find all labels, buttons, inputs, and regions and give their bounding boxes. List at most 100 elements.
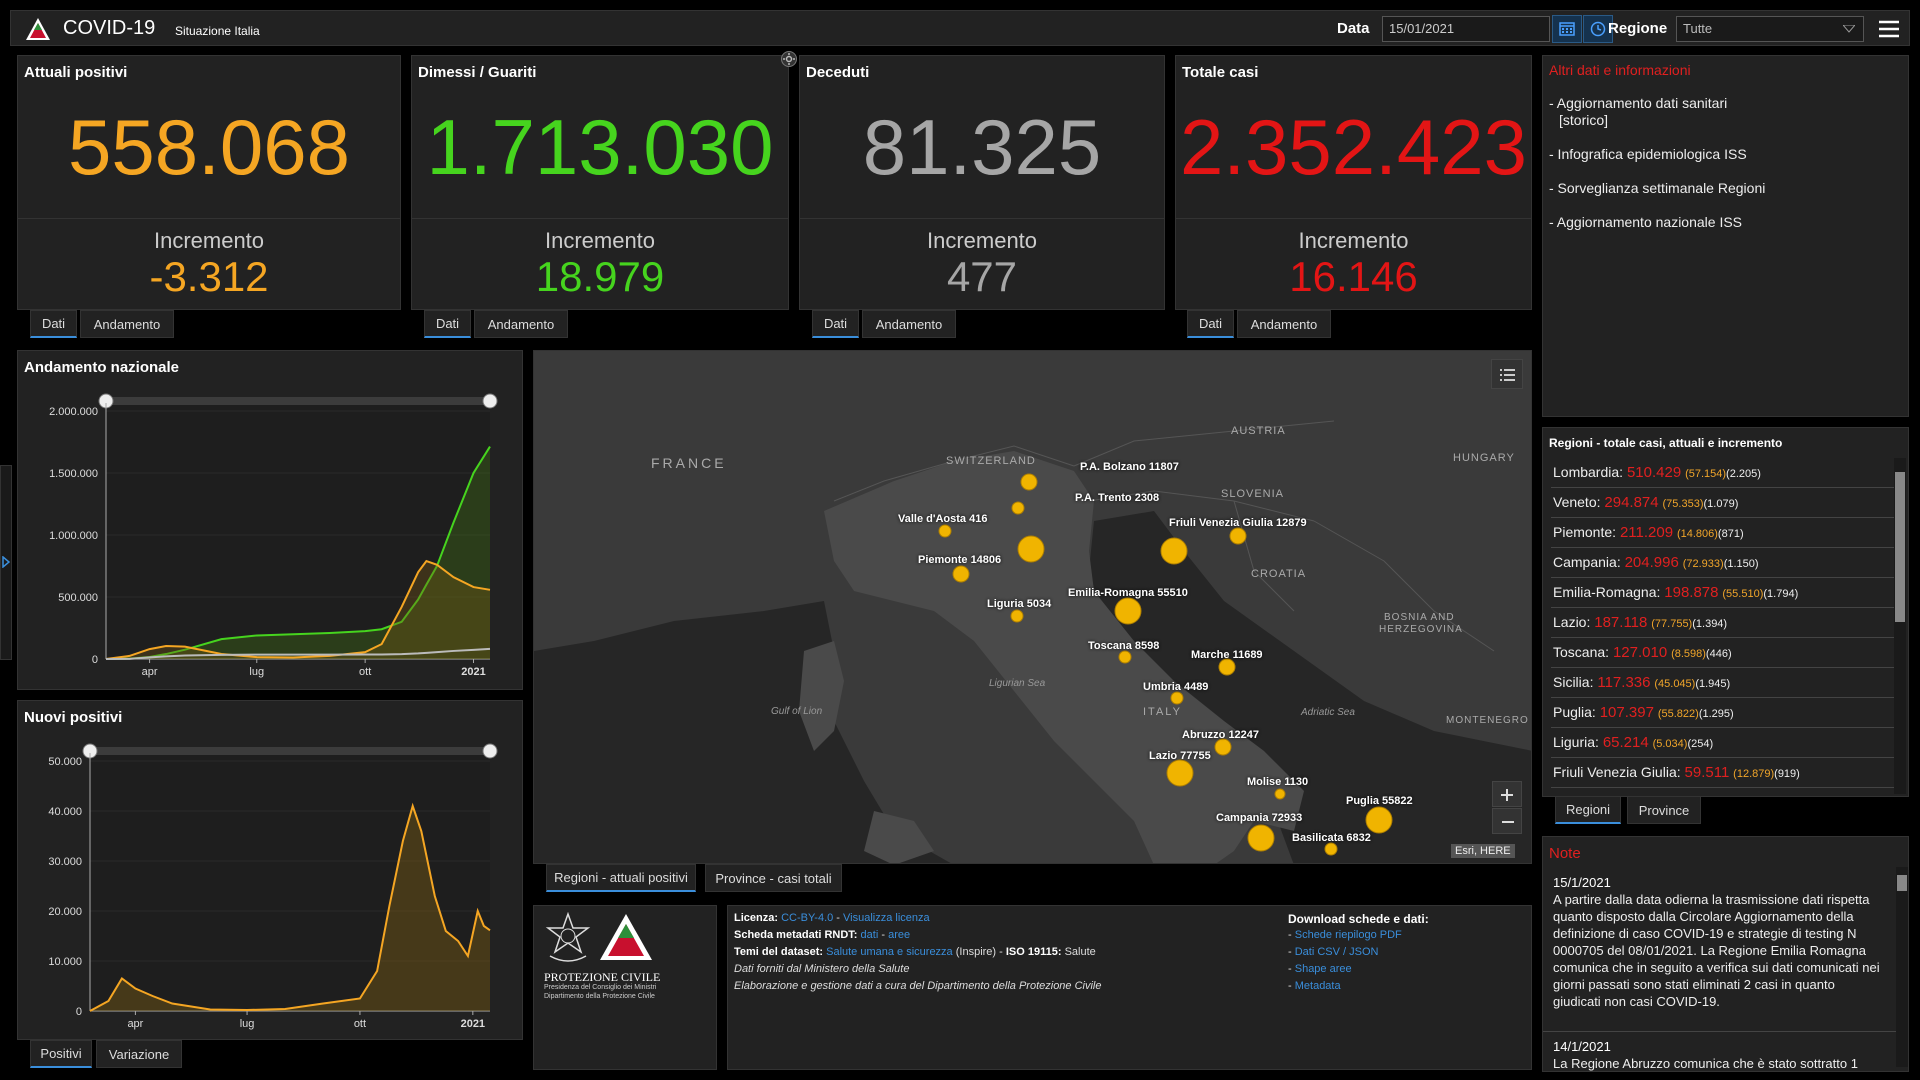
region-increment: (1.394) <box>1692 618 1728 630</box>
region-increment: (1.794) <box>1763 588 1799 600</box>
download-metadata-link[interactable]: Metadata <box>1294 980 1341 992</box>
tab-province[interactable]: Province <box>1627 796 1701 824</box>
date-input[interactable]: 15/01/2021 <box>1382 16 1550 42</box>
download-pdf-link[interactable]: Schede riepilogo PDF <box>1294 929 1402 941</box>
info-link-aggiornamento[interactable]: - Aggiornamento dati sanitari <box>1549 95 1728 111</box>
map-label-country: CROATIA <box>1251 568 1307 580</box>
map-region-label: Marche 11689 <box>1191 649 1263 661</box>
region-row[interactable]: Puglia: 107.397 (55.822)(1.295) <box>1551 698 1897 728</box>
kpi-dimessi-guariti: Dimessi / Guariti 1.713.030 Incremento 1… <box>411 55 789 310</box>
tab-regioni[interactable]: Regioni <box>1555 796 1621 824</box>
scroll-thumb[interactable] <box>1895 472 1905 622</box>
region-row[interactable]: Emilia-Romagna: 198.878 (55.510)(1.794) <box>1551 578 1897 608</box>
tab-positivi[interactable]: Positivi <box>30 1040 92 1068</box>
region-row[interactable]: Veneto: 294.874 (75.353)(1.079) <box>1551 488 1897 518</box>
map-region-label: Puglia 55822 <box>1346 795 1413 807</box>
top-bar: COVID-19 Situazione Italia Data 15/01/20… <box>10 10 1910 46</box>
metadati-dati-link[interactable]: dati <box>860 929 879 941</box>
info-link-sorveglianza[interactable]: - Sorveglianza settimanale Regioni <box>1549 180 1766 196</box>
map-label-sea: Adriatic Sea <box>1301 707 1355 718</box>
bullet-dash: - <box>1288 929 1295 941</box>
map-label-country: AUSTRIA <box>1231 425 1286 437</box>
map-region-label: P.A. Trento 2308 <box>1075 492 1160 504</box>
download-shape-link[interactable]: Shape aree <box>1294 963 1352 975</box>
regions-list-title: Regioni - totale casi, attuali e increme… <box>1549 436 1783 450</box>
region-active: (57.154) <box>1685 468 1727 480</box>
tab-dati[interactable]: Dati <box>424 310 471 338</box>
left-side-handle[interactable] <box>0 465 12 660</box>
hamburger-menu-icon[interactable] <box>1877 19 1901 39</box>
tab-regioni-attuali[interactable]: Regioni - attuali positivi <box>546 864 696 892</box>
info-link-iss[interactable]: - Aggiornamento nazionale ISS <box>1549 214 1743 230</box>
metadati-aree-link[interactable]: aree <box>888 929 911 941</box>
kpi-increment-value: 16.146 <box>1289 253 1418 300</box>
metadati-label: Scheda metadati RNDT: <box>734 929 858 941</box>
new-positives-chart[interactable]: 50.000 40.000 30.000 20.000 10.000 0 apr lug ott… <box>18 701 524 1041</box>
time-button[interactable] <box>1583 15 1613 43</box>
sea-tyrrhenian-area <box>534 601 951 863</box>
region-name: Sicilia: <box>1553 674 1594 690</box>
region-row[interactable]: Liguria: 65.214 (5.034)(254) <box>1551 728 1897 758</box>
info-link-infografica[interactable]: - Infografica epidemiologica ISS <box>1549 146 1747 162</box>
calendar-button[interactable] <box>1552 15 1582 43</box>
region-row[interactable]: Lazio: 187.118 (77.755)(1.394) <box>1551 608 1897 638</box>
tab-andamento[interactable]: Andamento <box>80 310 174 338</box>
chevron-right-icon <box>2 556 10 568</box>
region-row[interactable]: Lombardia: 510.429 (57.154)(2.205) <box>1551 458 1897 488</box>
tab-andamento[interactable]: Andamento <box>474 310 568 338</box>
national-trend-chart[interactable]: 2.000.000 1.500.000 1.000.000 500.000 0 apr lu… <box>18 351 524 691</box>
kpi-increment-value: 477 <box>946 253 1018 300</box>
region-increment: (919) <box>1774 768 1800 780</box>
licenza-link[interactable]: CC-BY-4.0 <box>781 912 834 924</box>
region-row[interactable]: Friuli Venezia Giulia: 59.511 (12.879)(9… <box>1551 758 1897 788</box>
temi-link[interactable]: Salute umana e sicurezza <box>826 946 953 958</box>
tab-dati[interactable]: Dati <box>30 310 77 338</box>
legend-button[interactable] <box>1491 359 1523 389</box>
elaborazione-text: Elaborazione e gestione dati a cura del … <box>734 980 1102 992</box>
region-row[interactable]: Piemonte: 211.209 (14.806)(871) <box>1551 518 1897 548</box>
map-region-label: Abruzzo 12247 <box>1182 729 1260 741</box>
scroll-thumb[interactable] <box>1897 875 1907 891</box>
tab-andamento[interactable]: Andamento <box>1237 310 1331 338</box>
divider <box>412 218 788 219</box>
tab-andamento[interactable]: Andamento <box>862 310 956 338</box>
map-region-label: Piemonte 14806 <box>918 554 1002 566</box>
region-select[interactable]: Tutte <box>1676 16 1864 42</box>
y-tick-label: 20.000 <box>48 906 82 918</box>
series-nuovi-positivi-line <box>89 802 491 1012</box>
chart-nuovi-positivi: Nuovi positivi 50.000 40.000 30.000 20.000 1… <box>17 700 523 1040</box>
bullet-dash: - <box>1288 946 1295 958</box>
map-view[interactable]: FRANCE SWITZERLAND AUSTRIA HUNGARY SLOVE… <box>533 350 1532 864</box>
zoom-out-button[interactable] <box>1492 808 1522 834</box>
range-slider-handle-right[interactable] <box>482 743 498 759</box>
regions-scrollbar[interactable] <box>1894 458 1906 794</box>
view-license-link[interactable]: Visualizza licenza <box>843 912 930 924</box>
map-region-label: Valle d'Aosta 416 <box>898 513 988 525</box>
map-canvas[interactable] <box>534 351 1532 864</box>
x-tick-label: apr <box>127 1018 143 1030</box>
tab-dati[interactable]: Dati <box>812 310 859 338</box>
zoom-in-button[interactable] <box>1492 781 1522 807</box>
map-region-label: Friuli Venezia Giulia 12879 <box>1169 517 1307 529</box>
settings-gear-icon[interactable] <box>780 50 798 68</box>
notes-scrollbar[interactable] <box>1896 867 1908 1067</box>
range-slider-handle-right[interactable] <box>482 393 498 409</box>
tab-variazione[interactable]: Variazione <box>96 1040 182 1068</box>
info-title: Altri dati e informazioni <box>1549 62 1691 78</box>
info-link-storico[interactable]: [storico] <box>1559 112 1609 128</box>
date-label: Data <box>1337 20 1370 37</box>
island-shape <box>864 811 934 863</box>
region-total: 117.336 <box>1597 674 1651 691</box>
series-guariti-line <box>105 446 491 660</box>
temi-label: Temi del dataset: <box>734 946 824 958</box>
x-tick-label: 2021 <box>461 1018 485 1030</box>
plus-icon <box>1501 789 1513 801</box>
tab-dati[interactable]: Dati <box>1187 310 1234 338</box>
region-row[interactable]: Sicilia: 117.336 (45.045)(1.945) <box>1551 668 1897 698</box>
region-row[interactable]: Toscana: 127.010 (8.598)(446) <box>1551 638 1897 668</box>
tab-province-casi[interactable]: Province - casi totali <box>705 864 842 892</box>
list-icon <box>1500 369 1515 381</box>
download-csv-link[interactable]: Dati CSV / JSON <box>1294 946 1379 958</box>
region-row[interactable]: Campania: 204.996 (72.933)(1.150) <box>1551 548 1897 578</box>
footer-logo-panel: PROTEZIONE CIVILE Presidenza del Consigl… <box>533 905 717 1070</box>
